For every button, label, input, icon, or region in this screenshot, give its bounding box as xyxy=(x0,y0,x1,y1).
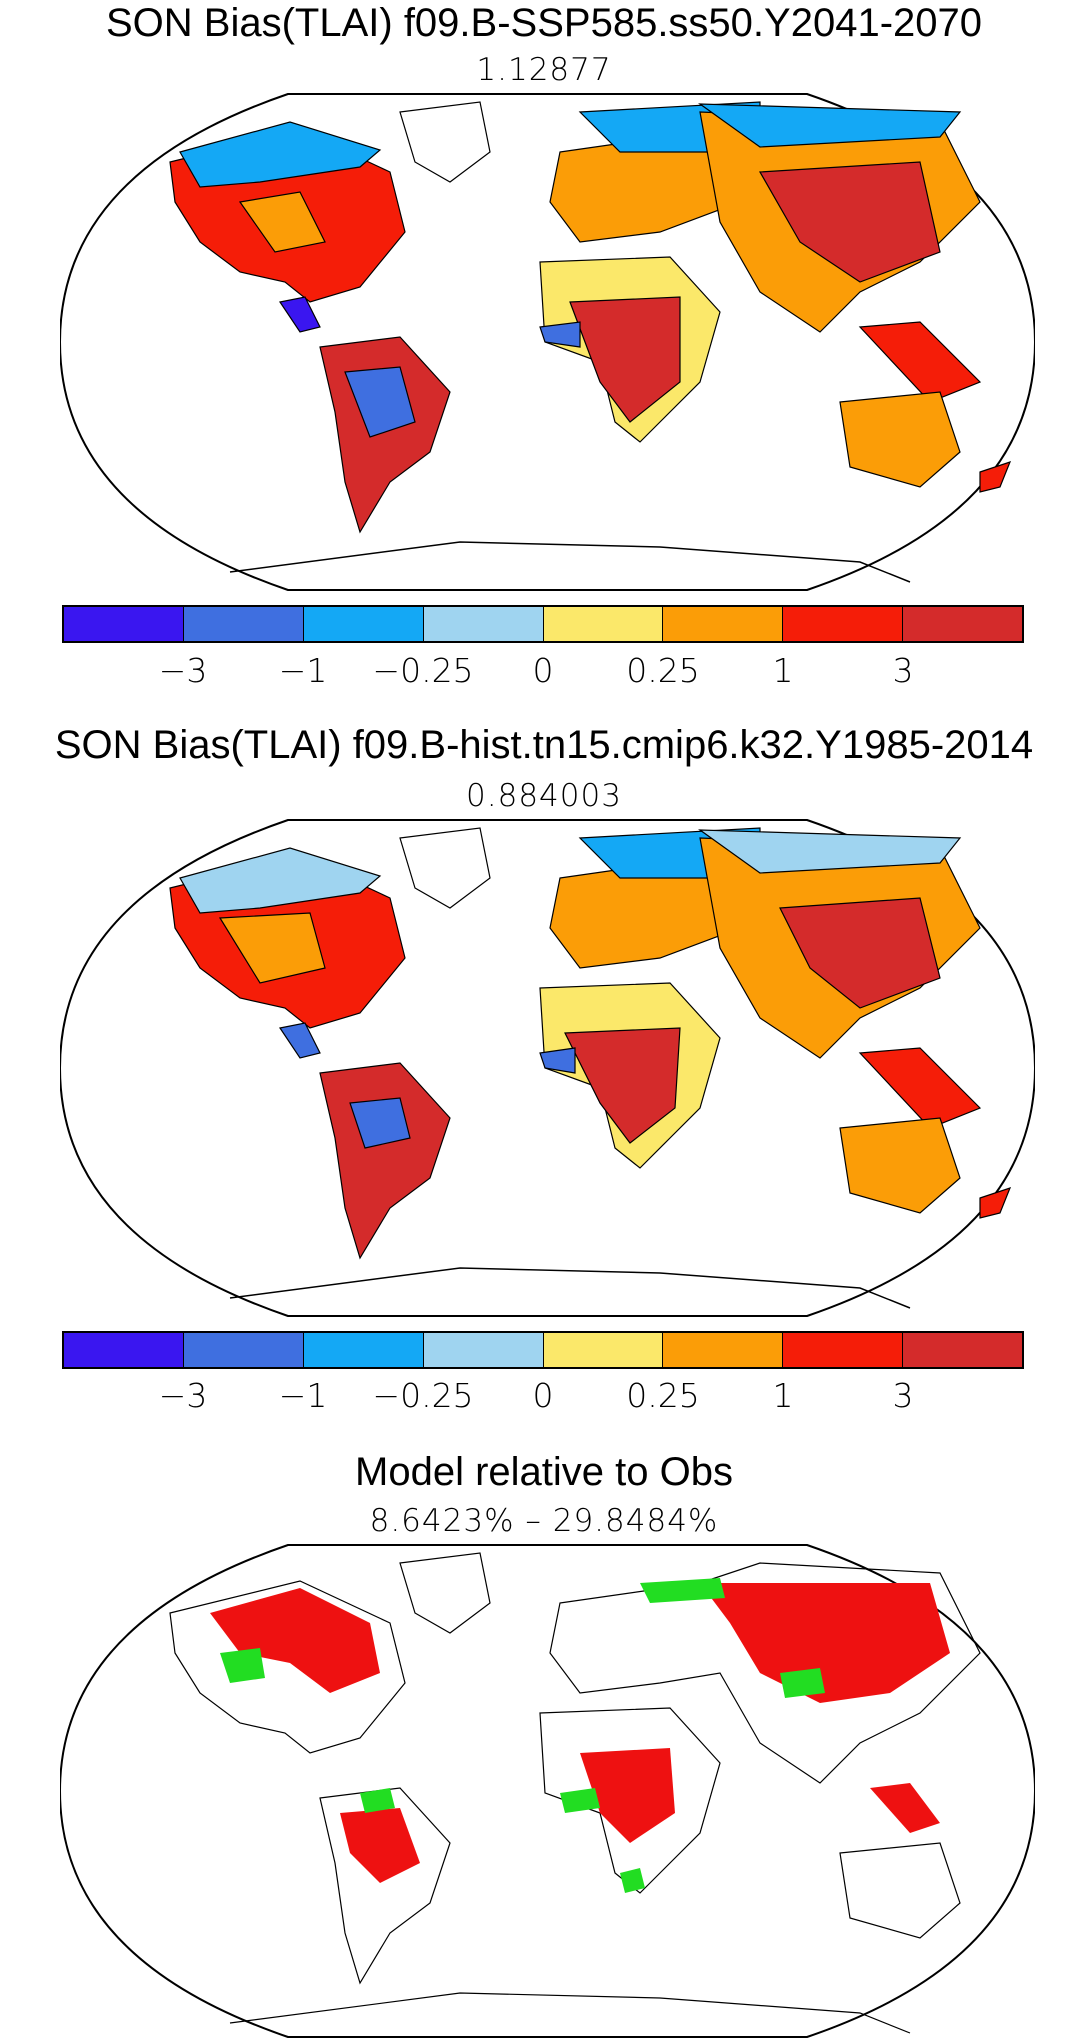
greenland xyxy=(399,827,491,909)
colorbar-bin xyxy=(783,607,904,641)
colorbar-tick-label: 0 xyxy=(532,651,554,690)
colorbar-tick-label: 3 xyxy=(892,1376,914,1415)
colorbar-tick-label: −0.25 xyxy=(372,651,474,690)
antarctica-coast xyxy=(229,1267,911,1309)
significant-worse-regions xyxy=(210,1583,950,1883)
colorbar-tick-label: −1 xyxy=(278,651,328,690)
colorbar-bin xyxy=(183,607,304,641)
colorbar-tick-label: −0.25 xyxy=(372,1376,474,1415)
land-outlines xyxy=(169,1552,981,2034)
panel1-subtitle: 1.12877 xyxy=(476,52,612,88)
colorbar-bin xyxy=(903,607,1022,641)
panel1-colorbar xyxy=(62,605,1024,643)
north-america xyxy=(169,847,406,1059)
colorbar-bin xyxy=(183,1333,304,1367)
panel1-title: SON Bias(TLAI) f09.B-SSP585.ss50.Y2041-2… xyxy=(105,1,982,45)
panel3-subtitle: 8.6423% – 29.8484% xyxy=(369,1503,719,1539)
colorbar-bin xyxy=(663,1333,784,1367)
panel1-map xyxy=(60,93,1035,591)
colorbar-bin xyxy=(303,1333,424,1367)
antarctica-coast xyxy=(229,541,911,583)
panel3-map xyxy=(60,1544,1035,2038)
colorbar-bin xyxy=(64,1333,184,1367)
colorbar-tick-label: −1 xyxy=(278,1376,328,1415)
panel2-map xyxy=(60,819,1035,1317)
colorbar-tick-label: 1 xyxy=(772,651,794,690)
colorbar-bin xyxy=(663,607,784,641)
colorbar-bin xyxy=(303,607,424,641)
south-america xyxy=(319,336,451,534)
colorbar-bin xyxy=(543,607,664,641)
colorbar-bin xyxy=(543,1333,664,1367)
colorbar-bin xyxy=(783,1333,904,1367)
asia xyxy=(698,103,982,403)
colorbar-tick-label: −3 xyxy=(158,1376,208,1415)
colorbar-bin xyxy=(423,1333,544,1367)
colorbar-tick-label: 3 xyxy=(892,651,914,690)
panel2-subtitle: 0.884003 xyxy=(466,778,622,814)
panel2-title: SON Bias(TLAI) f09.B-hist.tn15.cmip6.k32… xyxy=(54,723,1034,767)
significant-better-regions xyxy=(220,1578,825,1893)
colorbar-tick-label: −3 xyxy=(158,651,208,690)
panel3-title: Model relative to Obs xyxy=(355,1450,733,1494)
south-america xyxy=(319,1062,451,1260)
colorbar-tick-label: 0.25 xyxy=(626,651,700,690)
colorbar-tick-label: 1 xyxy=(772,1376,794,1415)
colorbar-tick-label: 0 xyxy=(532,1376,554,1415)
australia xyxy=(839,391,1012,493)
colorbar-bin xyxy=(423,607,544,641)
australia xyxy=(839,1117,1012,1219)
colorbar-tick-label: 0.25 xyxy=(626,1376,700,1415)
colorbar-bin xyxy=(64,607,184,641)
greenland xyxy=(399,101,491,183)
colorbar-bin xyxy=(903,1333,1022,1367)
north-america xyxy=(169,121,406,333)
panel2-colorbar xyxy=(62,1331,1024,1369)
asia xyxy=(698,829,982,1129)
